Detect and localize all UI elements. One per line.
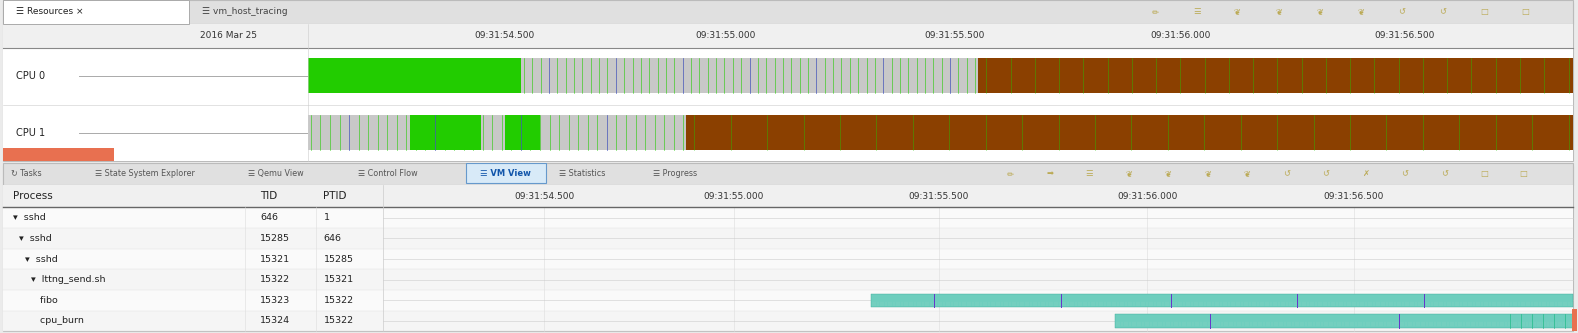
Text: ☰ State System Explorer: ☰ State System Explorer [95,169,194,178]
Text: 09:31:55.500: 09:31:55.500 [925,31,985,40]
Text: 646: 646 [260,213,278,222]
Text: ✏: ✏ [1007,169,1013,178]
Bar [410,115,481,150]
Text: 09:31:55.500: 09:31:55.500 [909,191,969,200]
Bar [3,228,1573,249]
Bar [3,0,1573,24]
Text: ▾  sshd: ▾ sshd [13,213,46,222]
Text: □: □ [1520,169,1528,178]
Text: TID: TID [260,191,278,201]
Bar [3,311,1573,331]
Bar [3,207,1573,228]
Bar [978,58,1573,93]
Text: ❦: ❦ [1243,169,1250,178]
Text: ❦: ❦ [1165,169,1171,178]
Text: ❦: ❦ [1357,7,1363,16]
Text: ❦: ❦ [1275,7,1281,16]
Text: 15322: 15322 [323,316,353,325]
Text: □: □ [1480,7,1488,16]
Text: ▾  lttng_send.sh: ▾ lttng_send.sh [13,275,106,284]
Bar [3,249,1573,269]
Text: 09:31:56.000: 09:31:56.000 [1117,191,1177,200]
Text: □: □ [1480,169,1488,178]
Text: ↺: ↺ [1439,7,1445,16]
Text: 646: 646 [323,234,341,243]
Text: ↺: ↺ [1398,7,1404,16]
Bar [308,58,521,93]
Text: □: □ [1521,7,1529,16]
Bar [871,293,1573,307]
Text: 15321: 15321 [260,254,290,263]
Text: ↻ Tasks: ↻ Tasks [11,169,41,178]
Bar [3,24,1573,48]
Text: ☰ Resources ⨯: ☰ Resources ⨯ [16,7,84,16]
Text: cpu_burn: cpu_burn [13,316,84,325]
Text: ❦: ❦ [1316,7,1322,16]
Text: ▾  sshd: ▾ sshd [13,254,57,263]
Text: 15322: 15322 [323,296,353,305]
Text: 15324: 15324 [260,316,290,325]
Bar [1116,314,1573,328]
Text: Process: Process [13,191,52,201]
Text: 09:31:54.500: 09:31:54.500 [514,191,574,200]
Text: 15321: 15321 [323,275,353,284]
Bar [3,105,1573,161]
Text: ➡: ➡ [1046,169,1053,178]
Text: 15285: 15285 [260,234,290,243]
Text: ☰: ☰ [1086,169,1094,178]
Text: ❦: ❦ [1204,169,1210,178]
Bar [505,115,540,150]
Text: ❦: ❦ [1234,7,1240,16]
Text: ❦: ❦ [1125,169,1131,178]
Bar [3,185,1573,207]
Text: ☰ vm_host_tracing: ☰ vm_host_tracing [202,7,287,16]
Bar [308,58,1573,93]
Text: ↺: ↺ [1322,169,1329,178]
Text: ▾  sshd: ▾ sshd [13,234,52,243]
Text: ☰ VM View: ☰ VM View [480,169,532,178]
Text: fibo: fibo [13,296,57,305]
Text: 09:31:56.000: 09:31:56.000 [1150,31,1210,40]
Text: PTID: PTID [323,191,347,201]
Text: 15285: 15285 [323,254,353,263]
Bar [3,48,1573,105]
Text: ☰ Qemu View: ☰ Qemu View [248,169,303,178]
Bar [3,163,1573,185]
Bar [3,0,189,24]
Text: 09:31:56.500: 09:31:56.500 [1374,31,1434,40]
Bar [3,148,114,161]
Text: ☰ Control Flow: ☰ Control Flow [358,169,418,178]
Text: ↺: ↺ [1441,169,1447,178]
Text: 09:31:55.000: 09:31:55.000 [696,31,756,40]
Text: ✏: ✏ [1152,7,1158,16]
Text: 09:31:54.500: 09:31:54.500 [475,31,535,40]
Text: 09:31:55.000: 09:31:55.000 [704,191,764,200]
Bar [466,163,546,183]
Text: CPU 0: CPU 0 [16,72,44,82]
Text: ☰ Progress: ☰ Progress [653,169,697,178]
Text: 2016 Mar 25: 2016 Mar 25 [200,31,257,40]
Bar [1572,309,1578,331]
Text: CPU 1: CPU 1 [16,128,44,138]
Bar [3,269,1573,290]
Text: 09:31:56.500: 09:31:56.500 [1324,191,1384,200]
Text: ☰ Statistics: ☰ Statistics [559,169,604,178]
Bar [3,290,1573,311]
Bar [686,115,1573,150]
Text: 15323: 15323 [260,296,290,305]
Text: 1: 1 [323,213,330,222]
Text: ☰: ☰ [1193,7,1201,16]
Text: ✗: ✗ [1362,169,1368,178]
Text: ↺: ↺ [1401,169,1408,178]
Bar [308,115,1573,150]
Text: ↺: ↺ [1283,169,1289,178]
Text: 15322: 15322 [260,275,290,284]
